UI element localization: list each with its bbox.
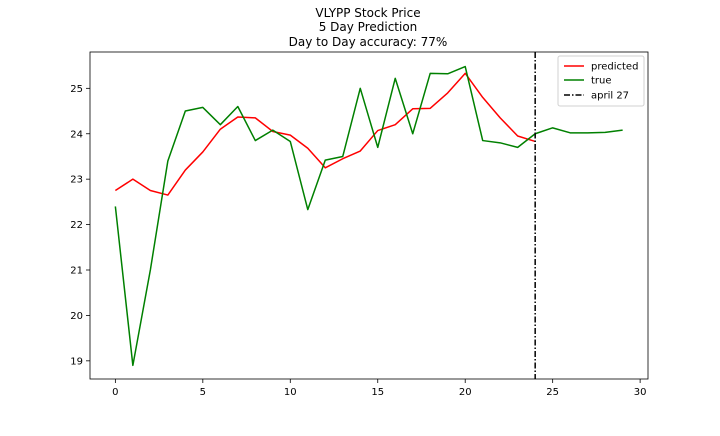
title-line-2: 5 Day Prediction xyxy=(319,20,418,34)
title-line-3: Day to Day accuracy: 77% xyxy=(289,35,448,49)
axes: 0 5 10 15 20 25 30 19 20 21 22 23 24 25 xyxy=(70,51,649,398)
x-tick-label: 0 xyxy=(112,387,118,398)
y-tick-label: 21 xyxy=(70,266,83,277)
x-tick-label: 5 xyxy=(200,387,206,398)
x-tick-label: 20 xyxy=(459,387,472,398)
legend-label-vline: april 27 xyxy=(591,91,629,102)
y-tick-label: 24 xyxy=(70,129,83,140)
axes-frame xyxy=(89,51,649,380)
chart-title: VLYPP Stock Price 5 Day Prediction Day t… xyxy=(289,6,448,49)
legend-label-true: true xyxy=(591,76,612,87)
x-tick-label: 25 xyxy=(546,387,559,398)
x-tick-label: 15 xyxy=(371,387,384,398)
y-tick-label: 23 xyxy=(70,175,83,186)
legend-label-predicted: predicted xyxy=(591,62,638,73)
y-tick-label: 19 xyxy=(70,356,83,367)
y-tick-label: 20 xyxy=(70,311,83,322)
x-tick-label: 10 xyxy=(284,387,297,398)
series-line-true xyxy=(114,65,623,367)
plot-area xyxy=(114,52,623,379)
legend: predicted true april 27 xyxy=(557,55,645,107)
legend-box xyxy=(557,55,645,107)
x-tick-label: 30 xyxy=(634,387,647,398)
y-tick-label: 22 xyxy=(70,220,83,231)
series-line-predicted xyxy=(114,72,536,196)
title-line-1: VLYPP Stock Price xyxy=(315,6,420,20)
y-tick-label: 25 xyxy=(70,84,83,95)
